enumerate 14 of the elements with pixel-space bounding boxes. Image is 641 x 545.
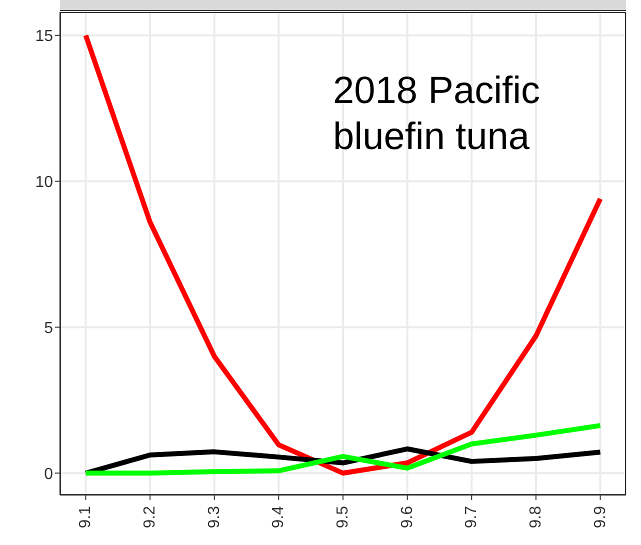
x-tick-label: 9.2 <box>142 506 159 528</box>
x-tick-label: 9.4 <box>270 506 288 528</box>
x-tick-label: 9.7 <box>463 506 480 528</box>
x-tick-label: 9.9 <box>592 506 609 528</box>
y-tick-label: 5 <box>44 320 54 337</box>
x-tick-label: 9.3 <box>206 506 223 528</box>
y-tick-label: 10 <box>35 174 54 191</box>
y-tick-label: 0 <box>44 466 54 483</box>
x-tick-label: 9.1 <box>77 506 94 528</box>
annotation: 2018 Pacific bluefin tuna <box>333 69 540 160</box>
x-tick-label: 9.5 <box>334 506 352 528</box>
x-tick-label: 9.6 <box>398 506 416 528</box>
y-tick-label: 15 <box>35 28 54 46</box>
x-tick-label: 9.8 <box>527 506 544 528</box>
